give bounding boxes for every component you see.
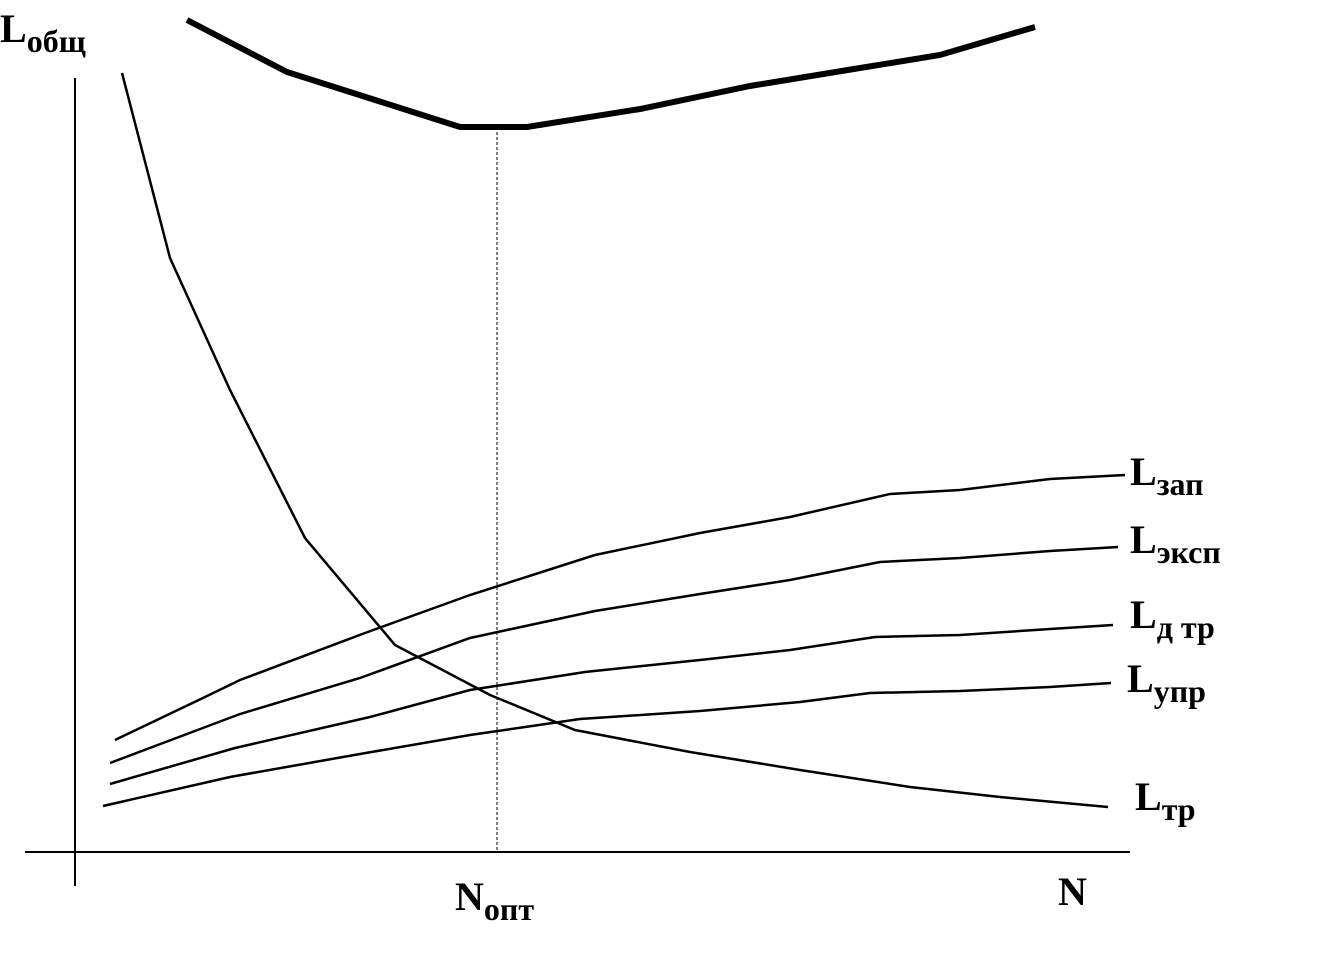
curve-zap [114, 473, 1126, 742]
x-axis-label: N [1058, 869, 1087, 914]
label-sub: упр [1154, 673, 1206, 709]
label-sub: опт [484, 891, 534, 927]
curve-label: Lзап [1130, 449, 1204, 502]
total-curve [185, 17, 1036, 130]
optimum-label: Nопт [455, 874, 534, 927]
curve-label: Lупр [1127, 656, 1206, 709]
label-sub: тр [1162, 791, 1196, 827]
label-main: L [1130, 449, 1157, 494]
curve-upr [102, 681, 1112, 808]
label-main: L [0, 6, 27, 51]
label-main: N [455, 874, 484, 919]
label-main: L [1135, 774, 1162, 819]
curve-dtr [109, 623, 1114, 786]
label-sub: эксп [1157, 534, 1221, 570]
label-main: L [1127, 656, 1154, 701]
curve-eksp [109, 545, 1119, 765]
curve-label: Lтр [1135, 774, 1196, 827]
label-sub: д тр [1157, 609, 1215, 645]
label-main: L [1130, 517, 1157, 562]
label-sub: зап [1157, 466, 1204, 502]
y-axis-label: Lобщ [0, 6, 86, 59]
curve-label: Lэксп [1130, 517, 1221, 570]
curve-tr [120, 72, 1109, 809]
label-main: L [1130, 592, 1157, 637]
label-sub: общ [27, 23, 86, 59]
label-main: N [1058, 869, 1087, 914]
curve-label: Lд тр [1130, 592, 1215, 645]
